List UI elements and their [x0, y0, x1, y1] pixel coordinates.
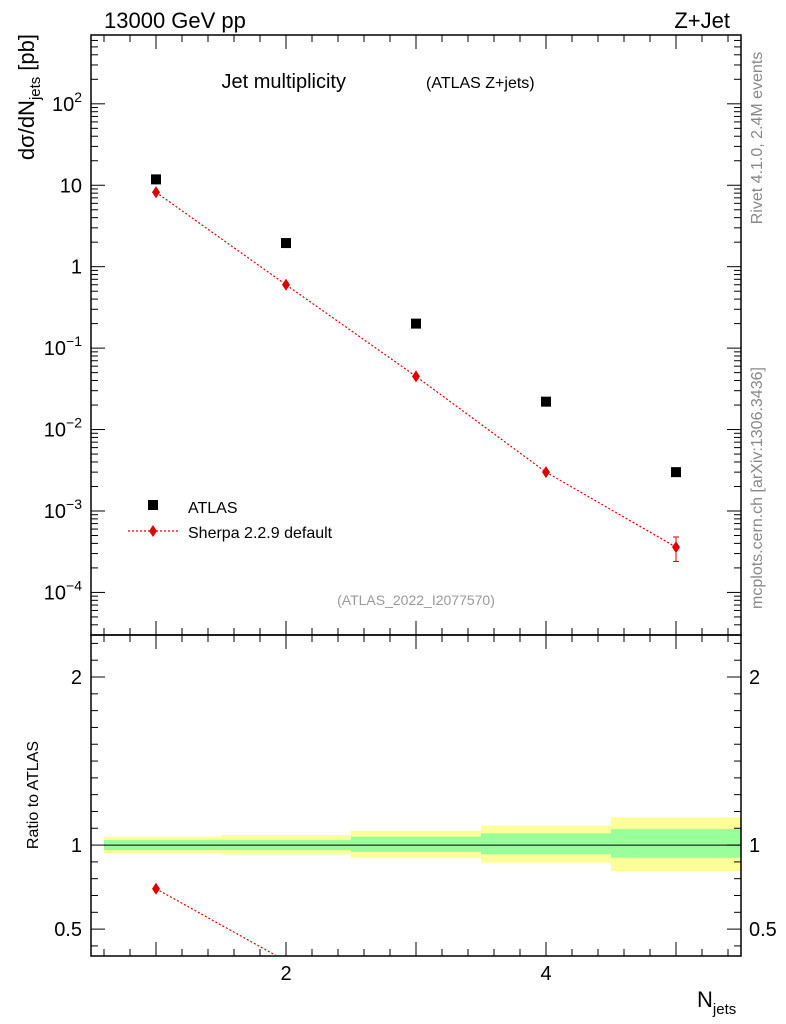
- y-tick-label: 102: [52, 89, 82, 116]
- sherpa-data-point: [412, 370, 420, 383]
- sherpa-ratio-line: [155, 888, 279, 956]
- process-label: Z+Jet: [674, 8, 730, 33]
- y-tick-label-base: 10: [44, 501, 66, 523]
- x-axis-label-main: N: [697, 987, 713, 1012]
- y-tick-label-exponent: −2: [66, 415, 82, 431]
- sherpa-data-point: [282, 278, 290, 291]
- atlas-data-point: [541, 396, 551, 407]
- sherpa-data-point: [672, 541, 680, 554]
- x-axis-label: Njets: [697, 987, 736, 1018]
- sherpa-data-point: [152, 186, 160, 199]
- legend-marker-sherpa: [149, 525, 157, 537]
- y-tick-label-base: 10: [44, 338, 66, 360]
- ratio-panel: Ratio to ATLAS Njets 2 4 0.5 0.5 1 1 2 2: [25, 634, 777, 1018]
- y-tick-label: 10−1: [44, 333, 82, 360]
- legend-marker-atlas: [148, 500, 158, 510]
- sherpa-line: [155, 191, 677, 548]
- y-axis-label: dσ/dNjets [pb]: [14, 34, 44, 160]
- y-axis-label-unit: [pb]: [14, 34, 39, 71]
- y-tick-label-exponent: −3: [66, 496, 82, 512]
- y-tick-label-base: 10: [44, 582, 66, 604]
- y-tick-label-base: 10: [44, 420, 66, 442]
- x-axis-label-sub: jets: [712, 1001, 736, 1018]
- y-tick-label-exponent: −1: [66, 333, 82, 349]
- ratio-y-tick-label-right: 2: [749, 667, 760, 689]
- ratio-y-tick-label-left: 2: [71, 667, 82, 689]
- atlas-data-point: [281, 238, 291, 249]
- analysis-annotation: (ATLAS_2022_I2077570): [337, 592, 495, 608]
- atlas-data-point: [411, 318, 421, 329]
- atlas-data-point: [671, 467, 681, 478]
- chart-title: Jet multiplicity: [222, 71, 346, 93]
- y-tick-label: 10−2: [44, 415, 82, 442]
- stat-uncertainty-band-4: [481, 833, 611, 855]
- y-axis-label-main: dσ/dN: [14, 100, 39, 160]
- x-tick-label: 2: [280, 963, 291, 985]
- rivet-version-text: Rivet 4.1.0, 2.4M events: [749, 52, 766, 225]
- y-tick-label-exponent: 2: [74, 89, 82, 105]
- y-tick-label-base: 10: [52, 94, 74, 116]
- y-tick-label: 1: [71, 257, 82, 279]
- x-tick-label: 4: [540, 963, 551, 985]
- ratio-y-label: Ratio to ATLAS: [25, 741, 42, 849]
- legend-label-atlas: ATLAS: [188, 500, 238, 517]
- y-tick-label: 10: [60, 175, 82, 197]
- y-axis-label-sub: jets: [27, 77, 44, 101]
- mcplots-text: mcplots.cern.ch [arXiv:1306.3436]: [749, 367, 766, 609]
- legend-label-sherpa: Sherpa 2.2.9 default: [188, 525, 333, 542]
- ratio-y-tick-label-left: 1: [71, 835, 82, 857]
- main-panel: Jet multiplicity (ATLAS Z+jets) dσ/dNjet…: [14, 34, 742, 636]
- y-tick-label: 10−4: [44, 577, 82, 604]
- main-plot-frame: [90, 34, 742, 636]
- ratio-y-tick-label-right: 0.5: [749, 919, 777, 941]
- sherpa-ratio-point: [152, 882, 160, 895]
- energy-label: 13000 GeV pp: [104, 8, 246, 33]
- y-tick-label-exponent: −4: [66, 577, 82, 593]
- legend: ATLAS Sherpa 2.2.9 default: [128, 500, 333, 542]
- sherpa-data-point: [542, 466, 550, 479]
- atlas-data-point: [151, 174, 161, 185]
- stat-uncertainty-band-5: [611, 829, 741, 858]
- ratio-plot-frame: [90, 634, 742, 957]
- ratio-y-tick-label-right: 1: [749, 835, 760, 857]
- chart-subtitle: (ATLAS Z+jets): [426, 75, 535, 92]
- ratio-y-tick-label-left: 0.5: [54, 919, 82, 941]
- stat-uncertainty-band-3: [351, 836, 481, 852]
- y-tick-label: 10−3: [44, 496, 82, 523]
